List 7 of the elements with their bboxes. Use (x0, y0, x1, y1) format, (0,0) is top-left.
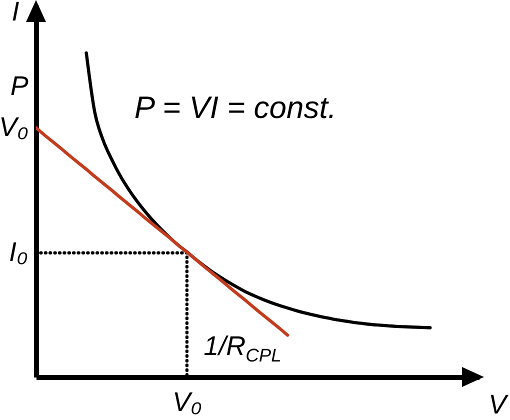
y-axis-title: I (12, 0, 20, 26)
series-label: P = VI = const. (134, 90, 336, 126)
x-axis-title: V (488, 390, 510, 420)
text: I₀ (9, 236, 28, 270)
text: V₀ (172, 386, 202, 419)
series-label: 1/R$_{CPL}$ (204, 331, 282, 366)
text: P V₀ (0, 70, 28, 144)
